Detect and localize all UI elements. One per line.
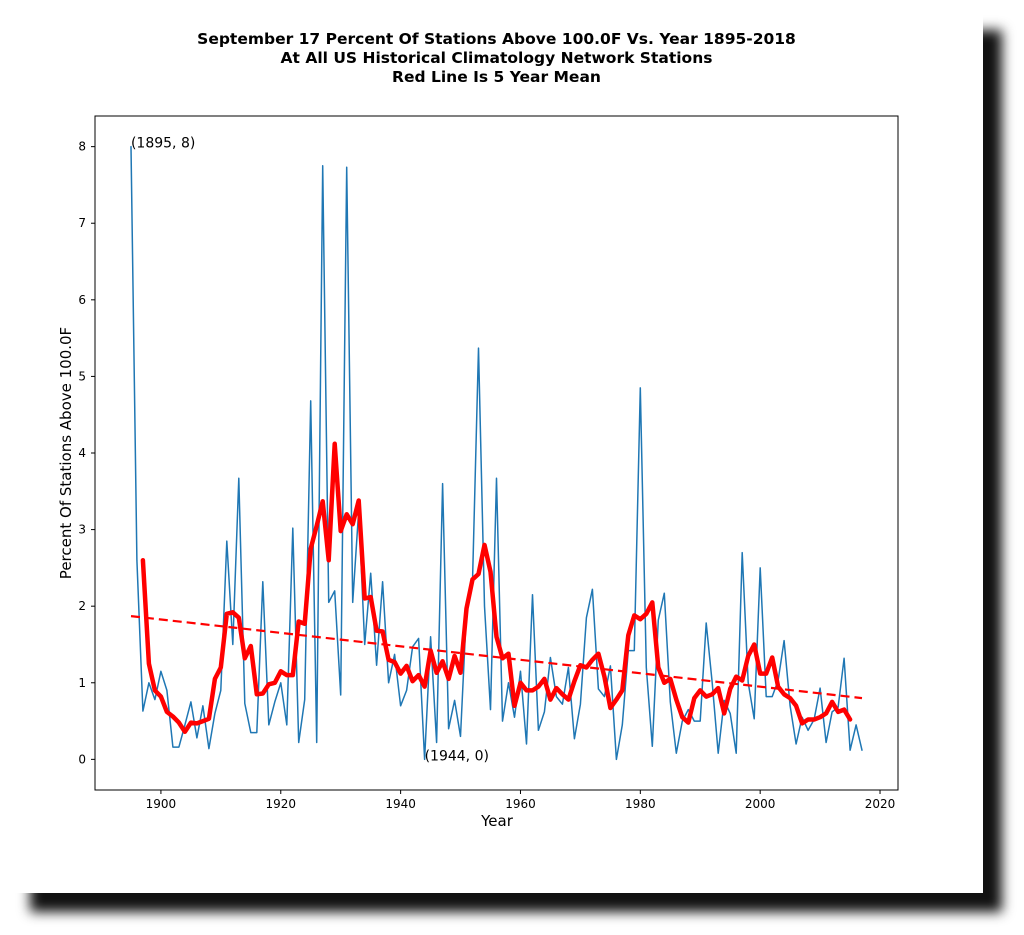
title-line-3: Red Line Is 5 Year Mean bbox=[392, 68, 601, 86]
y-tick-label: 8 bbox=[78, 140, 86, 154]
series-line-5-year-mean bbox=[140, 441, 853, 735]
x-axis-ticks: 1900 1920 1940 1960 1980 2000 2020 bbox=[146, 790, 896, 811]
series-line-percent-above-100-0f bbox=[130, 145, 863, 761]
y-tick-label: 7 bbox=[78, 216, 86, 230]
chart-title: September 17 Percent Of Stations Above 1… bbox=[10, 30, 983, 87]
y-tick-label: 2 bbox=[78, 599, 86, 613]
y-tick-label: 6 bbox=[78, 293, 86, 307]
series-line-trend bbox=[130, 615, 863, 700]
title-line-1: September 17 Percent Of Stations Above 1… bbox=[197, 30, 796, 48]
y-axis-ticks: 0 1 2 3 4 5 6 7 8 bbox=[78, 140, 95, 766]
y-tick-label: 1 bbox=[78, 676, 86, 690]
plot-lines bbox=[130, 145, 863, 761]
x-tick-label: 2020 bbox=[865, 797, 896, 811]
annotation-label: (1944, 0) bbox=[425, 748, 489, 764]
x-tick-label: 1960 bbox=[505, 797, 536, 811]
title-line-2: At All US Historical Climatology Network… bbox=[280, 49, 713, 67]
y-tick-label: 3 bbox=[78, 523, 86, 537]
annotations: (1895, 8) (1944, 0) bbox=[131, 136, 489, 765]
x-tick-label: 1900 bbox=[146, 797, 177, 811]
x-axis-label: Year bbox=[480, 812, 514, 830]
y-tick-label: 0 bbox=[78, 752, 86, 766]
x-tick-label: 1940 bbox=[385, 797, 416, 811]
y-axis-label: Percent Of Stations Above 100.0F bbox=[57, 327, 75, 579]
x-tick-label: 1920 bbox=[265, 797, 296, 811]
x-tick-label: 2000 bbox=[745, 797, 776, 811]
y-tick-label: 4 bbox=[78, 446, 86, 460]
annotation-label: (1895, 8) bbox=[131, 136, 195, 152]
y-tick-label: 5 bbox=[78, 369, 86, 383]
x-tick-label: 1980 bbox=[625, 797, 656, 811]
